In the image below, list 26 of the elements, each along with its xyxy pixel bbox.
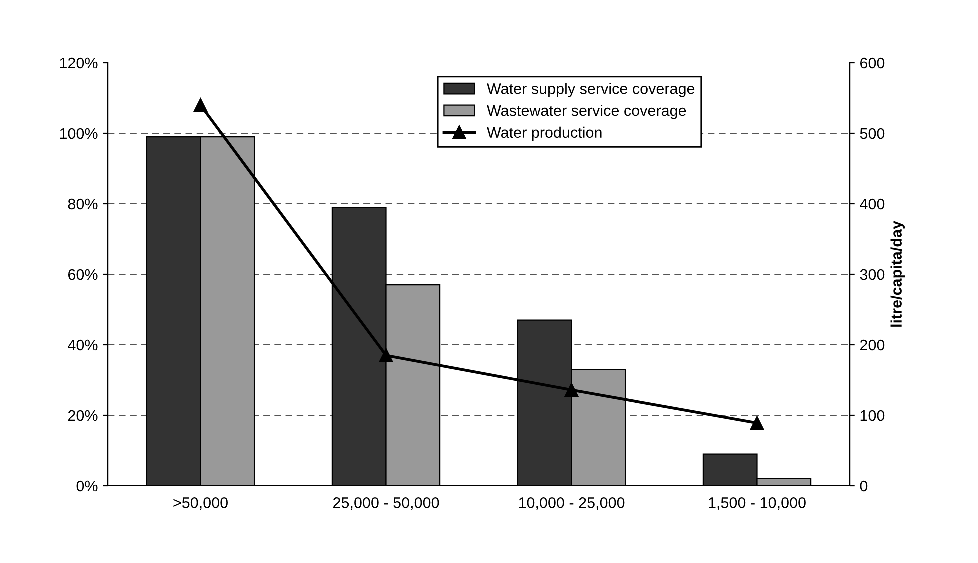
y2-tick-label: 600 [860, 58, 885, 69]
legend-label: Water production [487, 126, 602, 142]
x-tick-label: >50,000 [174, 498, 228, 510]
x-tick-label: 25,000 - 50,000 [334, 498, 440, 510]
y-tick-label: 20% [68, 410, 98, 422]
point [564, 383, 579, 398]
point [379, 348, 394, 363]
y-tick-label: 100% [60, 128, 98, 140]
y-tick-label: 0% [76, 480, 98, 492]
y2-tick-label: 100 [860, 410, 885, 422]
y-tick-label: 80% [68, 198, 98, 210]
y2-tick-label: 0 [860, 480, 868, 492]
y2-tick-label: 300 [860, 269, 885, 280]
y2-tick-label: 500 [860, 128, 885, 140]
y-tick-label: 40% [68, 340, 98, 351]
y-tick-label: 60% [68, 269, 98, 280]
y-tick-label: 120% [60, 58, 98, 69]
legend-label: Wastewater service coverage [487, 104, 686, 120]
x-tick-label: 10,000 - 25,000 [519, 498, 625, 510]
x-tick-label: 1,500 - 10,000 [709, 498, 806, 510]
y2-tick-label: 200 [860, 340, 885, 351]
point [194, 98, 208, 112]
point [750, 416, 764, 430]
legend-label: Water supply service coverage [487, 83, 695, 98]
y2-axis-title: litre/capita/day [890, 221, 906, 327]
y2-tick-label: 400 [860, 198, 885, 210]
